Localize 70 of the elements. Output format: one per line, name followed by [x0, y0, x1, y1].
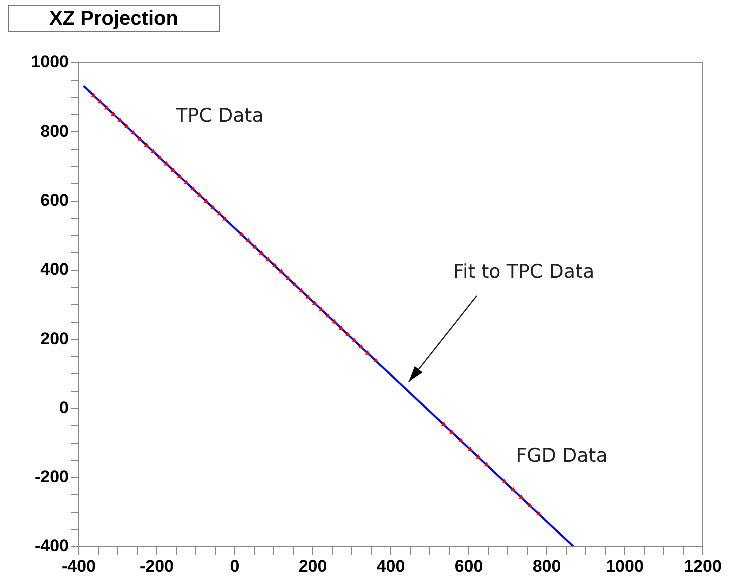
point — [164, 161, 170, 166]
point — [458, 438, 464, 442]
point — [374, 358, 379, 363]
point — [131, 130, 136, 135]
point — [365, 350, 371, 355]
y-tick-label: 800 — [40, 122, 69, 141]
point — [138, 136, 143, 141]
point — [104, 105, 110, 110]
point — [222, 216, 228, 221]
y-tick-label: 0 — [60, 398, 69, 418]
point — [98, 99, 104, 104]
y-tick-label: 400 — [40, 260, 69, 280]
point — [239, 232, 245, 236]
point — [279, 269, 284, 274]
x-tick-label: -400 — [62, 556, 96, 576]
point — [510, 486, 516, 492]
point — [259, 250, 265, 255]
point — [111, 112, 116, 116]
point — [536, 511, 542, 516]
point — [358, 344, 364, 349]
x-tick-label: 1200 — [684, 556, 722, 576]
point — [299, 288, 304, 293]
point — [252, 244, 258, 249]
point — [91, 92, 96, 98]
x-tick-label: 600 — [454, 556, 484, 576]
point — [150, 148, 156, 154]
point — [519, 494, 524, 500]
point — [124, 124, 130, 128]
point — [441, 422, 447, 426]
point — [272, 262, 278, 268]
point — [210, 204, 216, 210]
point — [306, 294, 311, 299]
point — [468, 446, 474, 452]
point — [292, 282, 298, 286]
annotation: FGD Data — [516, 444, 608, 467]
y-tick-label: 600 — [40, 190, 69, 210]
chart-title: XZ Projection — [8, 5, 220, 32]
point — [246, 238, 252, 243]
y-tick-label: 200 — [40, 329, 69, 348]
x-tick-label: 800 — [532, 556, 562, 576]
point — [204, 198, 210, 204]
point — [476, 454, 482, 459]
point — [484, 462, 490, 467]
y-tick-label: -400 — [34, 536, 69, 556]
point — [217, 211, 222, 216]
x-tick-label: 1000 — [606, 556, 644, 576]
point — [528, 502, 533, 508]
annotation: Fit to TPC Data — [453, 260, 595, 283]
point — [326, 313, 331, 318]
point — [312, 300, 318, 306]
y-tick-label: -200 — [34, 468, 69, 487]
point — [158, 155, 163, 160]
point — [197, 192, 202, 197]
point — [502, 479, 508, 484]
point — [266, 256, 272, 262]
point — [190, 186, 196, 191]
point — [184, 180, 190, 184]
x-tick-label: -200 — [140, 556, 174, 576]
point — [450, 430, 455, 434]
point — [170, 168, 176, 172]
x-tick-label: 200 — [298, 556, 328, 576]
point — [352, 338, 358, 342]
point — [332, 319, 338, 324]
annotation: TPC Data — [175, 104, 264, 127]
x-tick-label: 0 — [230, 556, 240, 576]
x-tick-label: 400 — [376, 556, 406, 576]
point — [338, 326, 344, 330]
y-tick-label: 1000 — [31, 52, 69, 72]
point — [318, 306, 324, 312]
point — [144, 142, 150, 148]
